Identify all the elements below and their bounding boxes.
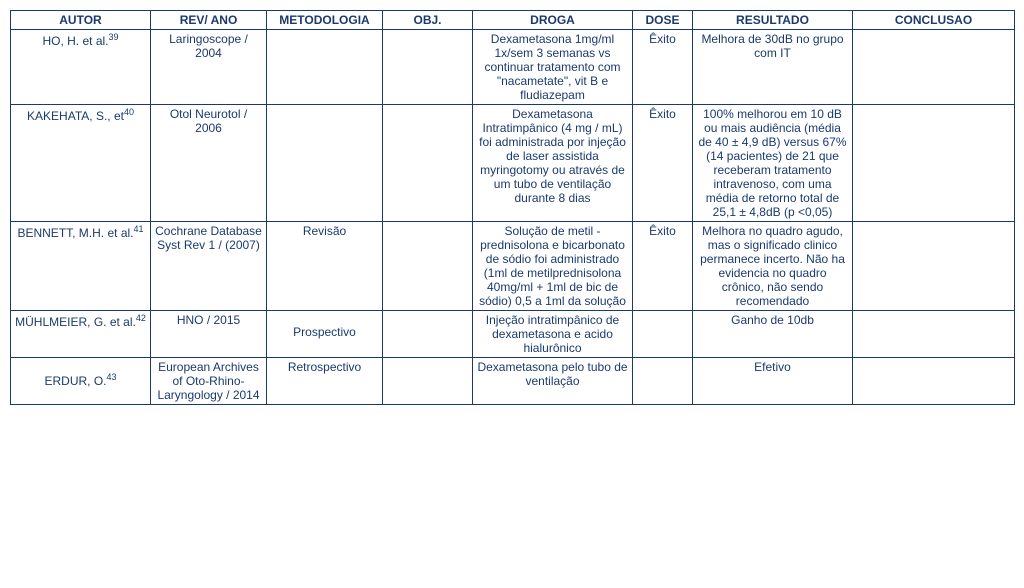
cell-autor: MÜHLMEIER, G. et al.42 <box>11 311 151 358</box>
cell-droga: Solução de metil - prednisolona e bicarb… <box>473 222 633 311</box>
cell-rev: Cochrane Database Syst Rev 1 / (2007) <box>151 222 267 311</box>
cell-concl <box>853 30 1015 105</box>
cell-dose: Êxito <box>633 30 693 105</box>
cell-concl <box>853 358 1015 405</box>
cell-obj <box>383 222 473 311</box>
cell-rev: Laringoscope / 2004 <box>151 30 267 105</box>
table-row: HO, H. et al.39Laringoscope / 2004Dexame… <box>11 30 1015 105</box>
cell-result: Melhora de 30dB no grupo com IT <box>693 30 853 105</box>
cell-obj <box>383 105 473 222</box>
cell-droga: Injeção intratimpânico de dexametasona e… <box>473 311 633 358</box>
cell-droga: Dexametasona Intratimpânico (4 mg / mL) … <box>473 105 633 222</box>
autor-ref-sup: 43 <box>107 372 117 382</box>
cell-autor: ERDUR, O.43 <box>11 358 151 405</box>
cell-metod <box>267 30 383 105</box>
cell-obj <box>383 311 473 358</box>
autor-text: MÜHLMEIER, G. et al. <box>15 315 136 329</box>
cell-rev: HNO / 2015 <box>151 311 267 358</box>
cell-droga: Dexametasona pelo tubo de ventilação <box>473 358 633 405</box>
cell-rev: Otol Neurotol / 2006 <box>151 105 267 222</box>
cell-obj <box>383 358 473 405</box>
table-row: BENNETT, M.H. et al.41Cochrane Database … <box>11 222 1015 311</box>
cell-autor: HO, H. et al.39 <box>11 30 151 105</box>
cell-result: Melhora no quadro agudo, mas o significa… <box>693 222 853 311</box>
autor-text: KAKEHATA, S., et <box>27 109 124 123</box>
literature-table: AUTOR REV/ ANO METODOLOGIA OBJ. DROGA DO… <box>10 10 1015 405</box>
cell-dose: Êxito <box>633 222 693 311</box>
table-row: KAKEHATA, S., et40Otol Neurotol / 2006De… <box>11 105 1015 222</box>
header-droga: DROGA <box>473 11 633 30</box>
table-header-row: AUTOR REV/ ANO METODOLOGIA OBJ. DROGA DO… <box>11 11 1015 30</box>
autor-ref-sup: 39 <box>109 32 119 42</box>
autor-text: ERDUR, O. <box>44 374 106 388</box>
header-autor: AUTOR <box>11 11 151 30</box>
cell-metod: Prospectivo <box>267 311 383 358</box>
table-body: HO, H. et al.39Laringoscope / 2004Dexame… <box>11 30 1015 405</box>
cell-result: Ganho de 10db <box>693 311 853 358</box>
cell-concl <box>853 222 1015 311</box>
cell-droga: Dexametasona 1mg/ml 1x/sem 3 semanas vs … <box>473 30 633 105</box>
table-row: MÜHLMEIER, G. et al.42HNO / 2015Prospect… <box>11 311 1015 358</box>
cell-obj <box>383 30 473 105</box>
autor-text: BENNETT, M.H. et al. <box>17 226 133 240</box>
autor-ref-sup: 42 <box>136 313 146 323</box>
cell-dose <box>633 358 693 405</box>
cell-metod: Retrospectivo <box>267 358 383 405</box>
autor-ref-sup: 40 <box>124 107 134 117</box>
table-row: ERDUR, O.43European Archives of Oto-Rhin… <box>11 358 1015 405</box>
header-concl: CONCLUSAO <box>853 11 1015 30</box>
header-metod: METODOLOGIA <box>267 11 383 30</box>
cell-autor: KAKEHATA, S., et40 <box>11 105 151 222</box>
cell-metod <box>267 105 383 222</box>
header-result: RESULTADO <box>693 11 853 30</box>
cell-dose <box>633 311 693 358</box>
header-dose: DOSE <box>633 11 693 30</box>
cell-result: Efetivo <box>693 358 853 405</box>
cell-dose: Êxito <box>633 105 693 222</box>
header-obj: OBJ. <box>383 11 473 30</box>
cell-concl <box>853 105 1015 222</box>
cell-result: 100% melhorou em 10 dB ou mais audiência… <box>693 105 853 222</box>
cell-autor: BENNETT, M.H. et al.41 <box>11 222 151 311</box>
cell-metod: Revisão <box>267 222 383 311</box>
cell-concl <box>853 311 1015 358</box>
autor-ref-sup: 41 <box>134 224 144 234</box>
autor-text: HO, H. et al. <box>42 34 108 48</box>
header-rev: REV/ ANO <box>151 11 267 30</box>
cell-rev: European Archives of Oto-Rhino-Laryngolo… <box>151 358 267 405</box>
